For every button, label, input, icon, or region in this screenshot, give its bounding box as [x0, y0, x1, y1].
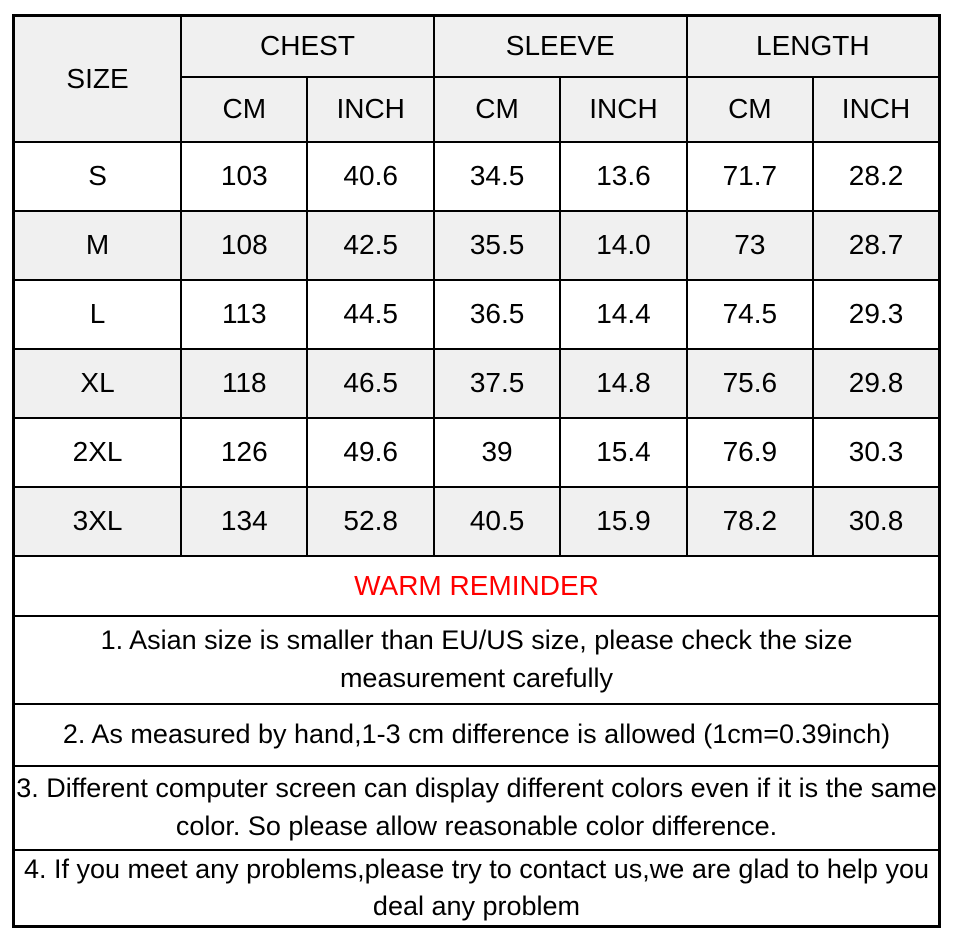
- table-row-m: M 108 42.5 35.5 14.0 73 28.7: [12, 209, 941, 281]
- value-cell: 42.5: [306, 209, 435, 281]
- unit-header-length-cm: CM: [685, 75, 815, 143]
- size-cell: 3XL: [12, 485, 183, 557]
- value-cell: 30.8: [812, 485, 941, 557]
- size-cell: 2XL: [12, 416, 183, 488]
- value-cell: 103: [180, 140, 309, 212]
- size-chart-table: SIZE CHEST SLEEVE LENGTH CM INCH CM INCH…: [12, 14, 941, 928]
- table-row-3xl: 3XL 134 52.8 40.5 15.9 78.2 30.8: [12, 485, 941, 557]
- value-cell: 15.4: [559, 416, 688, 488]
- size-cell: XL: [12, 347, 183, 419]
- value-cell: 14.8: [559, 347, 688, 419]
- note-text-1: 1. Asian size is smaller than EU/US size…: [12, 614, 941, 705]
- value-cell: 28.7: [812, 209, 941, 281]
- value-cell: 78.2: [685, 485, 815, 557]
- value-cell: 134: [180, 485, 309, 557]
- value-cell: 15.9: [559, 485, 688, 557]
- size-cell: S: [12, 140, 183, 212]
- table-row-s: S 103 40.6 34.5 13.6 71.7 28.2: [12, 140, 941, 212]
- group-header-sleeve: SLEEVE: [432, 14, 688, 78]
- unit-header-sleeve-cm: CM: [432, 75, 562, 143]
- unit-header-chest-cm: CM: [180, 75, 309, 143]
- value-cell: 35.5: [432, 209, 562, 281]
- table-row-xl: XL 118 46.5 37.5 14.8 75.6 29.8: [12, 347, 941, 419]
- table-row-l: L 113 44.5 36.5 14.4 74.5 29.3: [12, 278, 941, 350]
- value-cell: 74.5: [685, 278, 815, 350]
- value-cell: 28.2: [812, 140, 941, 212]
- note-text-2: 2. As measured by hand,1-3 cm difference…: [12, 702, 941, 767]
- value-cell: 73: [685, 209, 815, 281]
- table-row-2xl: 2XL 126 49.6 39 15.4 76.9 30.3: [12, 416, 941, 488]
- value-cell: 46.5: [306, 347, 435, 419]
- value-cell: 113: [180, 278, 309, 350]
- value-cell: 76.9: [685, 416, 815, 488]
- value-cell: 126: [180, 416, 309, 488]
- value-cell: 29.8: [812, 347, 941, 419]
- value-cell: 108: [180, 209, 309, 281]
- unit-header-length-inch: INCH: [812, 75, 941, 143]
- size-column-header: SIZE: [12, 14, 183, 143]
- value-cell: 13.6: [559, 140, 688, 212]
- value-cell: 14.0: [559, 209, 688, 281]
- unit-header-sleeve-inch: INCH: [559, 75, 688, 143]
- value-cell: 52.8: [306, 485, 435, 557]
- size-cell: M: [12, 209, 183, 281]
- value-cell: 71.7: [685, 140, 815, 212]
- value-cell: 40.5: [432, 485, 562, 557]
- value-cell: 30.3: [812, 416, 941, 488]
- value-cell: 118: [180, 347, 309, 419]
- value-cell: 75.6: [685, 347, 815, 419]
- value-cell: 44.5: [306, 278, 435, 350]
- unit-header-chest-inch: INCH: [306, 75, 435, 143]
- value-cell: 34.5: [432, 140, 562, 212]
- warm-reminder-title: WARM REMINDER: [12, 554, 941, 617]
- group-header-length: LENGTH: [685, 14, 941, 78]
- value-cell: 37.5: [432, 347, 562, 419]
- value-cell: 40.6: [306, 140, 435, 212]
- value-cell: 29.3: [812, 278, 941, 350]
- note-text-3: 3. Different computer screen can display…: [12, 764, 941, 851]
- value-cell: 36.5: [432, 278, 562, 350]
- size-cell: L: [12, 278, 183, 350]
- note-text-4: 4. If you meet any problems,please try t…: [12, 848, 941, 928]
- value-cell: 49.6: [306, 416, 435, 488]
- value-cell: 39: [432, 416, 562, 488]
- value-cell: 14.4: [559, 278, 688, 350]
- group-header-chest: CHEST: [180, 14, 435, 78]
